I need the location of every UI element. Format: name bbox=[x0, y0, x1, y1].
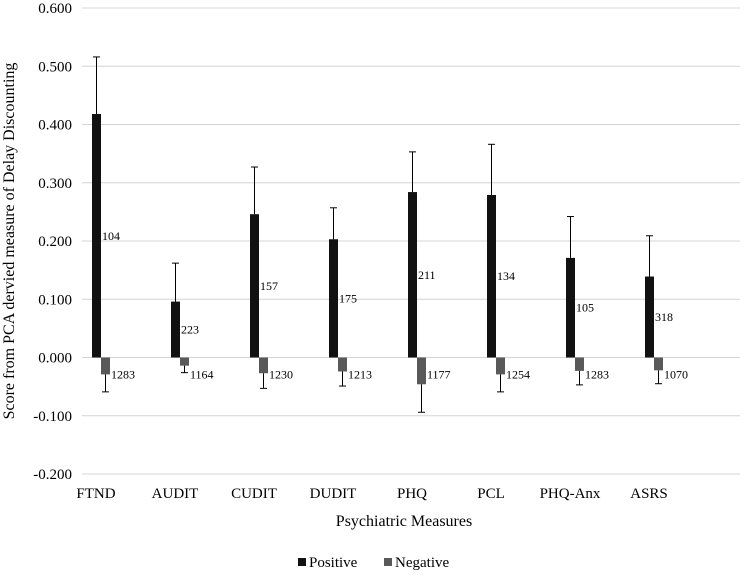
x-category-label: FTND bbox=[76, 486, 115, 502]
legend-swatch-positive bbox=[298, 558, 306, 566]
y-tick-label: 0.100 bbox=[38, 292, 72, 308]
data-label: 1164 bbox=[190, 368, 214, 382]
y-tick-label: 0.000 bbox=[38, 351, 72, 367]
y-tick-label: 0.600 bbox=[38, 1, 72, 17]
y-tick-label: -0.200 bbox=[33, 467, 72, 483]
data-label: 1177 bbox=[427, 368, 451, 382]
bar-negative bbox=[338, 357, 347, 372]
data-label: 223 bbox=[181, 323, 199, 337]
data-label: 105 bbox=[576, 301, 594, 315]
data-label: 1230 bbox=[269, 368, 293, 382]
legend-swatch-negative bbox=[384, 558, 392, 566]
data-label: 157 bbox=[260, 279, 278, 293]
data-label: 1213 bbox=[348, 368, 372, 382]
bar-negative bbox=[259, 357, 268, 374]
y-tick-label: 0.500 bbox=[38, 59, 72, 75]
data-label: 1254 bbox=[506, 368, 530, 382]
x-category-label: PHQ-Anx bbox=[540, 486, 601, 502]
bar-positive bbox=[645, 276, 654, 358]
bar-negative bbox=[180, 357, 189, 366]
x-category-label: CUDIT bbox=[231, 486, 277, 502]
y-tick-label: 0.400 bbox=[38, 118, 72, 134]
data-label: 318 bbox=[655, 310, 673, 324]
bars: 104 223 157 175 211 134 105 318 1283 1164 1230 1213… bbox=[92, 56, 688, 413]
bar-negative bbox=[417, 357, 426, 385]
bar-positive bbox=[487, 194, 496, 358]
bar-negative bbox=[654, 357, 663, 371]
bar-negative bbox=[496, 357, 505, 375]
data-label: 175 bbox=[339, 291, 357, 305]
legend-label-positive: Positive bbox=[309, 555, 358, 571]
bar-positive bbox=[171, 301, 180, 358]
bar-positive bbox=[566, 257, 575, 358]
x-category-label: PCL bbox=[477, 486, 505, 502]
bar-negative bbox=[101, 357, 110, 375]
y-tick-label: 0.300 bbox=[38, 176, 72, 192]
bar-positive bbox=[250, 214, 259, 358]
x-category-label: DUDIT bbox=[310, 486, 357, 502]
bar-positive bbox=[329, 239, 338, 358]
bar-negative bbox=[575, 357, 584, 371]
bar-positive bbox=[408, 192, 417, 358]
data-label: 104 bbox=[102, 229, 120, 243]
x-category-label: AUDIT bbox=[152, 486, 199, 502]
bar-positive bbox=[92, 114, 101, 358]
legend: Positive Negative bbox=[298, 555, 449, 571]
data-label: 1070 bbox=[664, 368, 688, 382]
data-label: 1283 bbox=[585, 368, 609, 382]
x-category-label: ASRS bbox=[630, 486, 668, 502]
data-label: 134 bbox=[497, 269, 515, 283]
x-axis-title: Psychiatric Measures bbox=[336, 513, 472, 530]
data-label: 1283 bbox=[111, 368, 135, 382]
y-tick-label: -0.100 bbox=[33, 409, 72, 425]
y-axis-title: Score from PCA dervied measure of Delay … bbox=[1, 63, 18, 420]
y-axis-ticks: -0.200 -0.100 0.000 0.100 0.200 0.300 0.400 0.5… bbox=[33, 1, 72, 483]
y-tick-label: 0.200 bbox=[38, 234, 72, 250]
x-axis-categories: FTND AUDIT CUDIT DUDIT PHQ PCL PHQ-Anx ASRS bbox=[76, 486, 667, 502]
data-label: 211 bbox=[418, 268, 436, 282]
x-category-label: PHQ bbox=[397, 486, 427, 502]
legend-label-negative: Negative bbox=[395, 555, 449, 571]
